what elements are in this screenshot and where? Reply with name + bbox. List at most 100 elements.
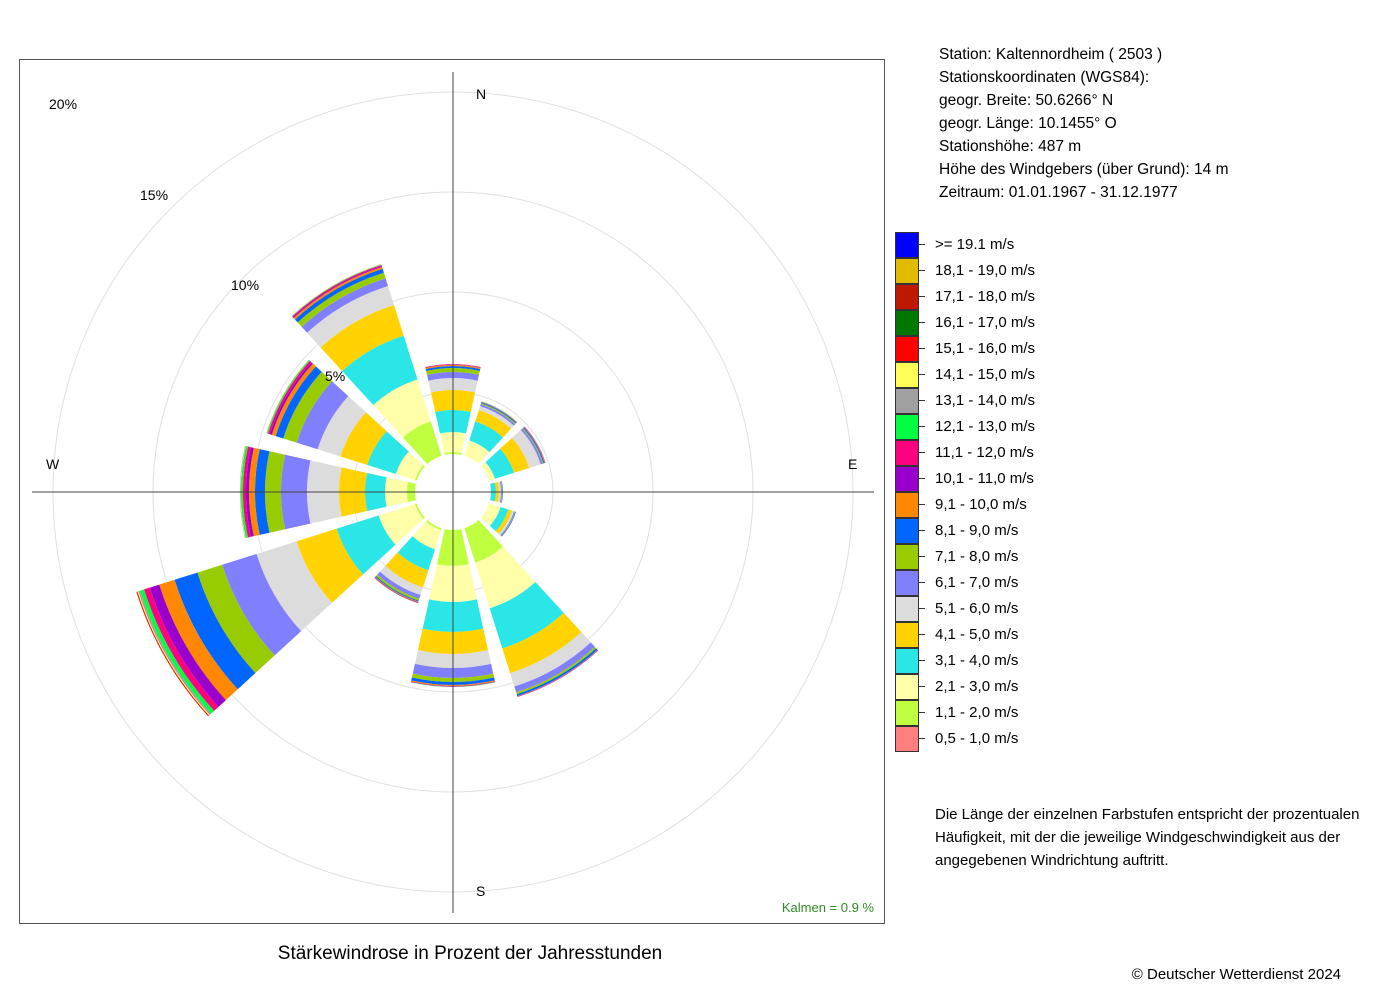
legend-item: 5,1 - 6,0 m/s [895, 596, 1095, 622]
legend-swatch [895, 492, 919, 518]
sector-band [301, 278, 389, 333]
sector-band [499, 481, 502, 503]
legend-tick [919, 400, 925, 401]
sector-210 [374, 520, 442, 604]
legend-tick [919, 322, 925, 323]
legend-label: 6,1 - 7,0 m/s [935, 574, 1019, 591]
info-longitude: geogr. Länge: 10.1455° O [939, 115, 1117, 132]
legend-item: 14,1 - 15,0 m/s [895, 362, 1095, 388]
legend-swatch [895, 388, 919, 414]
sector-band [510, 632, 591, 687]
sector-band [475, 546, 536, 609]
sector-band [275, 366, 322, 439]
sector-band [412, 521, 441, 550]
legend-label: 3,1 - 4,0 m/s [935, 652, 1019, 669]
legend-tick [919, 348, 925, 349]
info-anemometer-height: Höhe des Windgebers (über Grund): 14 m [939, 161, 1229, 178]
axes [32, 72, 874, 913]
info-coordinates-title: Stationskoordinaten (WGS84): [939, 69, 1150, 86]
legend-tick [919, 582, 925, 583]
sector-band [425, 364, 481, 368]
sector-band [317, 396, 367, 457]
sector-band [480, 403, 516, 425]
sector-band [410, 682, 496, 688]
legend-item: 18,1 - 19,0 m/s [895, 258, 1095, 284]
legend-item: 3,1 - 4,0 m/s [895, 648, 1095, 674]
sector-band [140, 589, 215, 714]
legend-item: 13,1 - 14,0 m/s [895, 388, 1095, 414]
sector-band [296, 381, 349, 450]
legend-item: >= 19.1 m/s [895, 232, 1095, 258]
legend-tick [919, 556, 925, 557]
legend-swatch [895, 440, 919, 466]
legend-label: >= 19.1 m/s [935, 236, 1015, 253]
legend-label: 16,1 - 17,0 m/s [935, 314, 1036, 331]
ring-label: 5% [325, 368, 345, 384]
legend-label: 11,1 - 12,0 m/s [935, 444, 1034, 461]
sector-band [240, 446, 247, 538]
direction-label-N: N [476, 86, 486, 102]
sector-band [336, 515, 396, 575]
legend-item: 9,1 - 10,0 m/s [895, 492, 1095, 518]
wind-sectors [136, 264, 599, 717]
calm-label: Kalmen = 0.9 % [782, 900, 875, 915]
legend-item: 12,1 - 13,0 m/s [895, 414, 1095, 440]
info-station: Station: Kaltennordheim ( 2503 ) [939, 46, 1163, 63]
info-period: Zeitraum: 01.01.1967 - 31.12.1977 [939, 184, 1178, 201]
legend-item: 2,1 - 3,0 m/s [895, 674, 1095, 700]
info-latitude: geogr. Breite: 50.6266° N [939, 92, 1114, 109]
sector-band [297, 272, 386, 327]
legend-item: 4,1 - 5,0 m/s [895, 622, 1095, 648]
sector-band [340, 412, 387, 465]
legend-label: 14,1 - 15,0 m/s [935, 366, 1036, 383]
sector-band [502, 612, 582, 674]
legend-tick [919, 296, 925, 297]
legend-swatch [895, 518, 919, 544]
legend-swatch [895, 544, 919, 570]
ring-label: 15% [140, 187, 168, 203]
sector-band [425, 520, 442, 531]
sector-band [500, 511, 515, 536]
legend-tick [919, 686, 925, 687]
sector-band [240, 445, 246, 539]
chart-labels: 5% 10% 15% 20% N E S W [46, 86, 857, 899]
info-elevation: Stationshöhe: 487 m [939, 138, 1082, 155]
legend-item: 10,1 - 11,0 m/s [895, 466, 1095, 492]
sector-band [320, 305, 404, 372]
sector-band [410, 681, 496, 687]
legend-label: 18,1 - 19,0 m/s [935, 262, 1036, 279]
sector-band [514, 642, 595, 693]
wind-rose-chart: 5% 10% 15% 20% N E S W Kalmen = 0.9 % [32, 72, 875, 915]
legend-swatch [895, 674, 919, 700]
sector-band [425, 366, 481, 371]
sector-band [373, 379, 431, 438]
legend-label: 10,1 - 11,0 m/s [935, 470, 1034, 487]
legend-tick [919, 712, 925, 713]
legend-item: 17,1 - 18,0 m/s [895, 284, 1095, 310]
sector-band [159, 579, 238, 701]
sector-band [269, 362, 313, 435]
sector-band [380, 565, 423, 596]
legend-swatch [895, 466, 919, 492]
sector-band [425, 364, 481, 368]
sector-60 [481, 426, 546, 481]
sector-band [267, 360, 312, 435]
legend-tick [919, 530, 925, 531]
sector-band [480, 402, 517, 424]
sector-band [523, 427, 545, 464]
legend-swatch [895, 258, 919, 284]
sector-band [197, 564, 275, 674]
sector-band [149, 584, 226, 707]
sector-band [469, 421, 503, 453]
legend-label: 7,1 - 8,0 m/s [935, 548, 1019, 565]
legend-label: 5,1 - 6,0 m/s [935, 600, 1019, 617]
legend-item: 8,1 - 9,0 m/s [895, 518, 1095, 544]
legend-label: 1,1 - 2,0 m/s [935, 704, 1019, 721]
sector-band [240, 445, 246, 539]
legend-tick [919, 738, 925, 739]
legend-tick [919, 426, 925, 427]
sector-band [478, 406, 514, 429]
sector-330 [291, 264, 442, 464]
legend-tick [919, 660, 925, 661]
direction-label-W: W [46, 456, 60, 472]
